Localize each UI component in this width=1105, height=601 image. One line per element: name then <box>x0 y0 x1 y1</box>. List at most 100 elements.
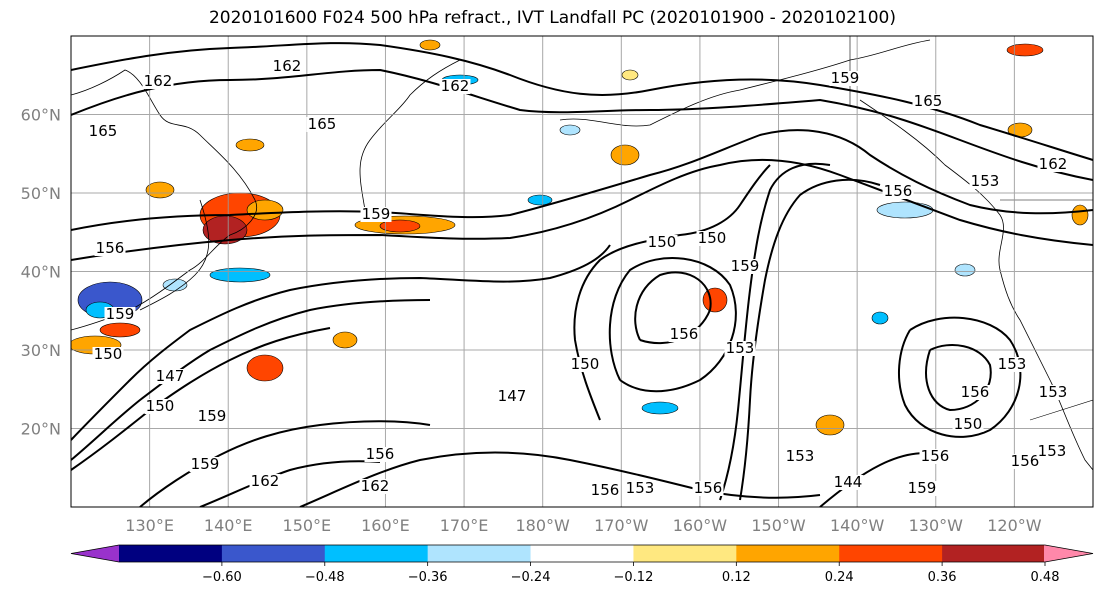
contour-label-bg <box>92 347 124 362</box>
contour-label: 162 <box>441 77 470 95</box>
colorbar-tick-label: 0.12 <box>722 570 751 585</box>
contour-label: 156 <box>884 182 913 200</box>
colorbar-tick-label: −0.12 <box>614 570 654 585</box>
lon-tick-label: 170°W <box>594 516 649 535</box>
coastline-asia <box>71 69 257 331</box>
colorbar-tick-label: −0.48 <box>305 570 345 585</box>
contour-label: 165 <box>308 115 337 133</box>
pc-shaded-region <box>235 138 265 152</box>
contour-label: 153 <box>726 339 755 357</box>
contour-label: 153 <box>1038 442 1067 460</box>
axis-labels: 60°N 50°N 40°N 30°N 20°N 130°E 140°E 150°E 160°E… <box>21 106 1042 536</box>
contour-label: 156 <box>96 239 125 257</box>
contour-label: 159 <box>106 305 135 323</box>
pc-shaded-region <box>1071 204 1089 226</box>
contour-label: 165 <box>89 122 118 140</box>
pc-shaded-region <box>610 144 640 166</box>
contour-label-bg <box>271 59 303 74</box>
coastline-kamchatka <box>359 59 461 211</box>
contour-label: 150 <box>146 397 175 415</box>
colorbar: −0.60 −0.48 −0.36 −0.24 −0.12 0.12 0.24 0.36 0.4… <box>70 544 1094 585</box>
contour-159-central <box>719 162 831 501</box>
pc-shaded-region <box>379 219 421 233</box>
contour-label-bg <box>569 357 601 372</box>
contour-label-bg <box>952 417 984 432</box>
border-us-mexico <box>1029 399 1093 421</box>
contour-label-bg <box>196 409 228 424</box>
contour-162-sw <box>199 460 381 507</box>
contour-label: 156 <box>961 383 990 401</box>
contour-label-bg <box>696 231 728 246</box>
colorbar-segment <box>942 545 1046 562</box>
colorbar-extend-high <box>1044 545 1093 562</box>
lat-tick-label: 40°N <box>21 263 61 282</box>
pc-shaded-region <box>876 201 934 219</box>
contour-150-midpac <box>573 164 771 421</box>
contour-153-jet <box>71 244 611 441</box>
lon-tick-label: 170°E <box>440 516 489 535</box>
pc-shaded-region <box>209 267 271 283</box>
contour-label: 159 <box>362 205 391 223</box>
contour-label-bg <box>724 341 756 356</box>
contour-150-jet <box>71 299 431 461</box>
coastline-alaska <box>559 39 931 127</box>
contour-label-bg <box>784 449 816 464</box>
contour-label-bg <box>306 117 338 132</box>
contour-label: 156 <box>366 445 395 463</box>
contour-label: 150 <box>954 415 983 433</box>
contour-label-bg <box>364 447 396 462</box>
contour-165-north <box>71 42 1093 161</box>
contour-label-bg <box>906 481 938 496</box>
contour-153-loop <box>608 257 737 393</box>
pc-shaded-region <box>527 194 553 206</box>
coastline-pacific-nw <box>859 99 1093 471</box>
contour-label-bg <box>668 327 700 342</box>
contour-label-bg <box>1037 385 1069 400</box>
contour-label: 144 <box>834 473 863 491</box>
contour-label: 162 <box>144 72 173 90</box>
coastline-japan <box>139 199 210 311</box>
contour-label-bg <box>439 79 471 94</box>
contour-156-jet <box>71 158 1093 261</box>
contour-153-central <box>739 178 881 501</box>
lat-tick-label: 60°N <box>21 106 61 125</box>
colorbar-tick-label: 0.48 <box>1031 570 1060 585</box>
pc-shaded-region <box>871 311 889 325</box>
lat-tick-label: 50°N <box>21 184 61 203</box>
colorbar-tick-label: 0.36 <box>928 570 957 585</box>
contour-label-bg <box>959 385 991 400</box>
contour-label-bg <box>969 174 1001 189</box>
lon-tick-label: 130°W <box>909 516 964 535</box>
lon-tick-label: 130°E <box>125 516 174 535</box>
contour-label: 159 <box>831 69 860 87</box>
contour-label-bg <box>1009 454 1041 469</box>
pc-shaded-region <box>954 263 976 277</box>
contour-label: 153 <box>998 355 1027 373</box>
lon-tick-label: 160°E <box>361 516 410 535</box>
contour-label-bg <box>996 357 1028 372</box>
contour-label: 156 <box>921 447 950 465</box>
contour-label-bg <box>624 481 656 496</box>
colorbar-extend-low <box>71 545 120 562</box>
lon-tick-label: 140°W <box>830 516 885 535</box>
contour-label: 150 <box>94 345 123 363</box>
contour-label: 147 <box>498 387 527 405</box>
contour-label-bg <box>589 483 621 498</box>
contour-label-bg <box>360 207 392 222</box>
contour-label-bg <box>189 457 221 472</box>
contour-label: 162 <box>273 57 302 75</box>
contour-label-bg <box>912 94 944 109</box>
contour-label-bg <box>154 369 186 384</box>
lat-tick-label: 20°N <box>21 420 61 439</box>
coastlines <box>71 39 1093 471</box>
colorbar-tick-label: 0.24 <box>825 570 854 585</box>
colorbar-segment <box>427 545 532 562</box>
contour-label: 162 <box>361 477 390 495</box>
lon-tick-label: 180°W <box>516 516 571 535</box>
contour-label: 150 <box>648 233 677 251</box>
contour-label: 159 <box>191 455 220 473</box>
contour-label-bg <box>496 389 528 404</box>
colorbar-tick-label: −0.36 <box>408 570 448 585</box>
contour-label-bg <box>1037 157 1069 172</box>
contour-label-bg <box>359 479 391 494</box>
